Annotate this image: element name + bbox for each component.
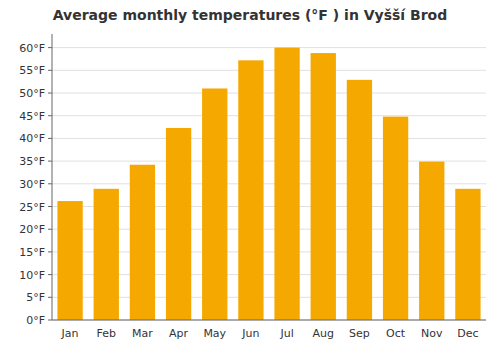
y-tick-label: 45°F [19,110,45,123]
y-tick-label: 20°F [19,223,45,236]
y-tick-label: 60°F [19,42,45,55]
y-tick-label: 35°F [19,155,45,168]
bar [383,117,408,320]
y-tick [48,320,52,321]
y-tick [48,274,52,275]
bars [57,48,480,320]
grid-line [52,93,486,94]
bar [130,165,155,320]
y-tick-label: 55°F [19,64,45,77]
bar [238,60,263,320]
y-tick-label: 25°F [19,201,45,214]
x-tick-label: Mar [132,327,153,340]
bar [347,80,372,320]
page: {"chart_data": {"type": "bar", "title": … [0,0,500,350]
grid-line [52,161,486,162]
y-tick-label: 10°F [19,269,45,282]
y-tick [48,297,52,298]
bar [274,48,299,320]
x-tick-label: Jan [61,327,79,340]
y-tick [48,161,52,162]
x-axis-line [52,320,486,321]
y-tick [48,138,52,139]
y-tick-label: 50°F [19,87,45,100]
y-tick-label: 15°F [19,246,45,259]
x-tick-label: Jun [241,327,259,340]
y-axis-ticks: 0°F 5°F 10°F 15°F 20°F 25°F 30°F 35°F 40°F 45°F 50… [19,42,52,327]
bar [94,189,119,320]
grid-line [52,320,486,321]
x-axis-ticks: Jan Feb Mar Apr May Jun Jul Aug Sep Oct Nov Dec [61,327,479,340]
y-tick [48,183,52,184]
bar [166,128,191,320]
grid-line [52,138,486,139]
x-tick-label: May [203,327,226,340]
y-tick [48,70,52,71]
grid-line [52,70,486,71]
bar [311,53,336,320]
x-tick-label: Dec [457,327,478,340]
y-tick [48,206,52,207]
chart: Average monthly temperatures (°F ) in Vy… [0,0,500,350]
x-tick-label: Nov [421,327,443,340]
bar [57,201,82,320]
x-tick-label: Apr [169,327,189,340]
y-tick [48,93,52,94]
y-tick [48,115,52,116]
y-tick-label: 0°F [26,314,45,327]
x-tick-label: Feb [97,327,116,340]
y-tick-label: 40°F [19,132,45,145]
x-tick-label: Oct [386,327,406,340]
x-tick-label: Jul [279,327,293,340]
title: Average monthly temperatures (°F ) in Vy… [53,7,448,23]
bar [455,189,480,320]
y-tick [48,251,52,252]
y-tick [48,229,52,230]
grid [52,48,486,320]
grid-line [52,47,486,48]
y-tick-label: 30°F [19,178,45,191]
bar [419,162,444,320]
bar [202,88,227,320]
y-tick-label: 5°F [26,291,45,304]
x-tick-label: Sep [349,327,370,340]
y-axis-line [52,34,53,320]
grid-line [52,115,486,116]
y-tick [48,47,52,48]
x-tick-label: Aug [313,327,334,340]
